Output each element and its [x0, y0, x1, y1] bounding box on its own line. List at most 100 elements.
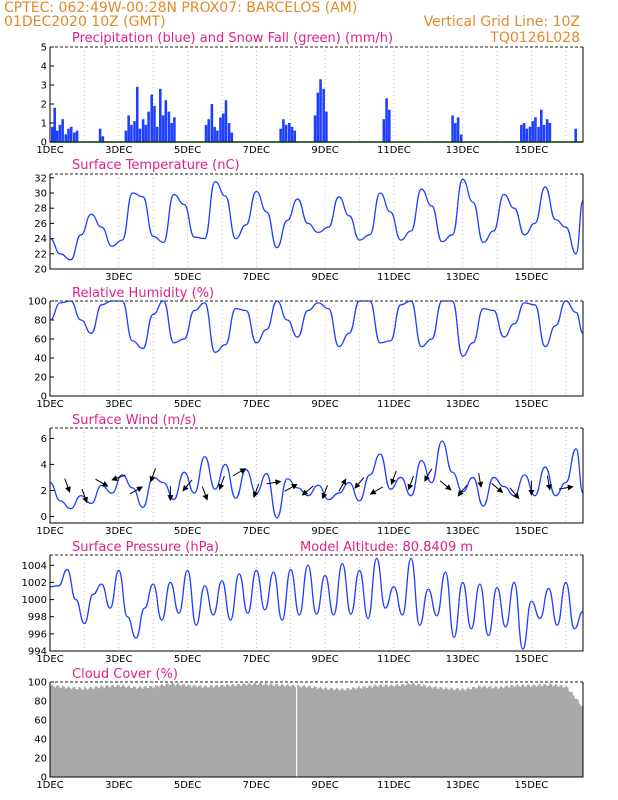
precip-bar [548, 123, 552, 142]
precip-bar [522, 123, 526, 142]
wind-series-line [49, 440, 584, 519]
cloud-cover-bar [199, 685, 202, 777]
temp-series-line [49, 178, 584, 261]
wind-vector-arrow [509, 487, 520, 500]
cloud-cover-bar [497, 689, 499, 777]
cloud-cover-bar [562, 687, 565, 777]
cloud-cover-bar [227, 685, 230, 777]
cloud-cover-bar [76, 689, 79, 777]
cloud-cover-bar [264, 682, 267, 777]
cloud-cover-bar [525, 686, 528, 777]
cloud-cover-bar [430, 687, 433, 777]
wind-x-tick-label: 13DEC [446, 526, 480, 537]
cloud-cover-bar [455, 688, 458, 777]
wind-vector-arrow [64, 478, 71, 493]
cloud-cover-bar [534, 685, 536, 777]
cloud-cover-bar [81, 689, 83, 777]
cloud-cover-bar [255, 684, 258, 777]
cloud-cover-bar [240, 685, 243, 777]
cloud-cover-bar [263, 684, 265, 777]
cloud-cover-bar [294, 687, 297, 777]
pressure-x-tick-label: 3DEC [105, 654, 132, 665]
precip-x-tick-label: 5DEC [174, 145, 201, 156]
precip-y-tick-label: 0 [41, 138, 47, 149]
cloud-cover-bar [187, 684, 190, 777]
cloud-cover-bar [403, 685, 406, 777]
humidity-y-tick-label: 40 [34, 354, 47, 365]
cloud-cover-bar [531, 686, 533, 777]
cloud-cover-bar [529, 687, 532, 777]
cloud-cover-bar [329, 687, 332, 777]
cloud-cover-bar [254, 682, 257, 777]
cloud-cover-bar [551, 686, 554, 777]
wind-y-tick-label: 4 [41, 460, 47, 471]
humidity-y-tick-label: 100 [28, 297, 47, 308]
cloud-cover-bar [464, 690, 467, 777]
cloud-cover-bar [313, 686, 316, 777]
cloud-cover-bar [141, 688, 144, 777]
cloud-cover-bar [143, 686, 146, 777]
cloud-cover-bar [196, 687, 199, 777]
precip-bar [55, 130, 59, 142]
precip-bar [135, 86, 139, 142]
cloud-cover-bar [61, 685, 64, 777]
precip-bar [216, 130, 219, 142]
wind-x-tick-label: 9DEC [311, 526, 338, 537]
precip-bar [219, 117, 222, 142]
precip-bar [382, 119, 386, 142]
precip-bar [51, 126, 54, 142]
cloud-cover-bar [193, 684, 196, 777]
cloud-cover-bar [300, 687, 302, 777]
humidity-title: Relative Humidity (%) [72, 286, 214, 301]
pressure-y-tick-label: 994 [28, 647, 47, 658]
precip-bar [159, 88, 162, 142]
cloud-cover-bar [325, 687, 328, 777]
wind-vector-arrow [354, 476, 365, 489]
cloud-cover-bar [239, 685, 242, 777]
cloud-cover-bar [442, 689, 445, 777]
wind-vector-arrow [407, 475, 414, 491]
cloud-cover-bar [215, 684, 218, 777]
cloud-cover-bar [350, 689, 353, 777]
pressure-x-tick-label: 1DEC [36, 654, 63, 665]
precip-bar [459, 134, 463, 142]
cloud-cover-bar [520, 685, 523, 777]
wind-vector-arrow [301, 485, 314, 496]
cloud-cover-bar [54, 687, 57, 777]
cloud-cover-bar [360, 688, 363, 777]
cloud-cover-bar [508, 687, 511, 777]
cloud-cover-bar [366, 687, 369, 777]
wind-vector-arrow [338, 478, 347, 492]
wind-vector-arrow [390, 470, 397, 485]
cloud-cover-bar [458, 690, 461, 777]
cloud-x-tick-label: 7DEC [243, 780, 270, 791]
cloud-cover-bar [230, 685, 233, 777]
cloud-cover-bar [460, 689, 462, 777]
cloud-x-tick-label: 3DEC [105, 780, 132, 791]
cloud-cover-bar [415, 685, 418, 777]
temp-y-tick-label: 28 [34, 204, 47, 215]
cloud-cover-bar [159, 685, 162, 777]
cloud-cover-bar [409, 685, 412, 777]
cloud-cover-bar [394, 685, 397, 777]
cloud-cover-bar [446, 688, 449, 777]
cloud-cover-bar [147, 688, 150, 777]
cloud-cover-bar [569, 691, 572, 777]
cloud-cover-bar [568, 691, 570, 777]
cloud-cover-bar [471, 687, 474, 777]
cloud-cover-bar [55, 685, 58, 777]
cloud-cover-bar [506, 685, 508, 777]
precip-bar [520, 124, 523, 142]
cloud-cover-bar [246, 684, 249, 777]
cloud-cover-bar [389, 686, 391, 777]
humidity-x-tick-label: 13DEC [446, 399, 480, 410]
temp-y-tick-label: 20 [34, 265, 47, 276]
cloud-cover-bar [183, 684, 186, 777]
cloud-y-tick-label: 20 [34, 754, 47, 765]
cloud-cover-bar [178, 685, 181, 777]
wind-vector-arrow [182, 479, 193, 492]
cloud-cover-bar [242, 683, 245, 777]
wind-x-tick-label: 5DEC [174, 526, 201, 537]
precip-bar [325, 111, 328, 142]
cloud-cover-bar [128, 685, 131, 777]
